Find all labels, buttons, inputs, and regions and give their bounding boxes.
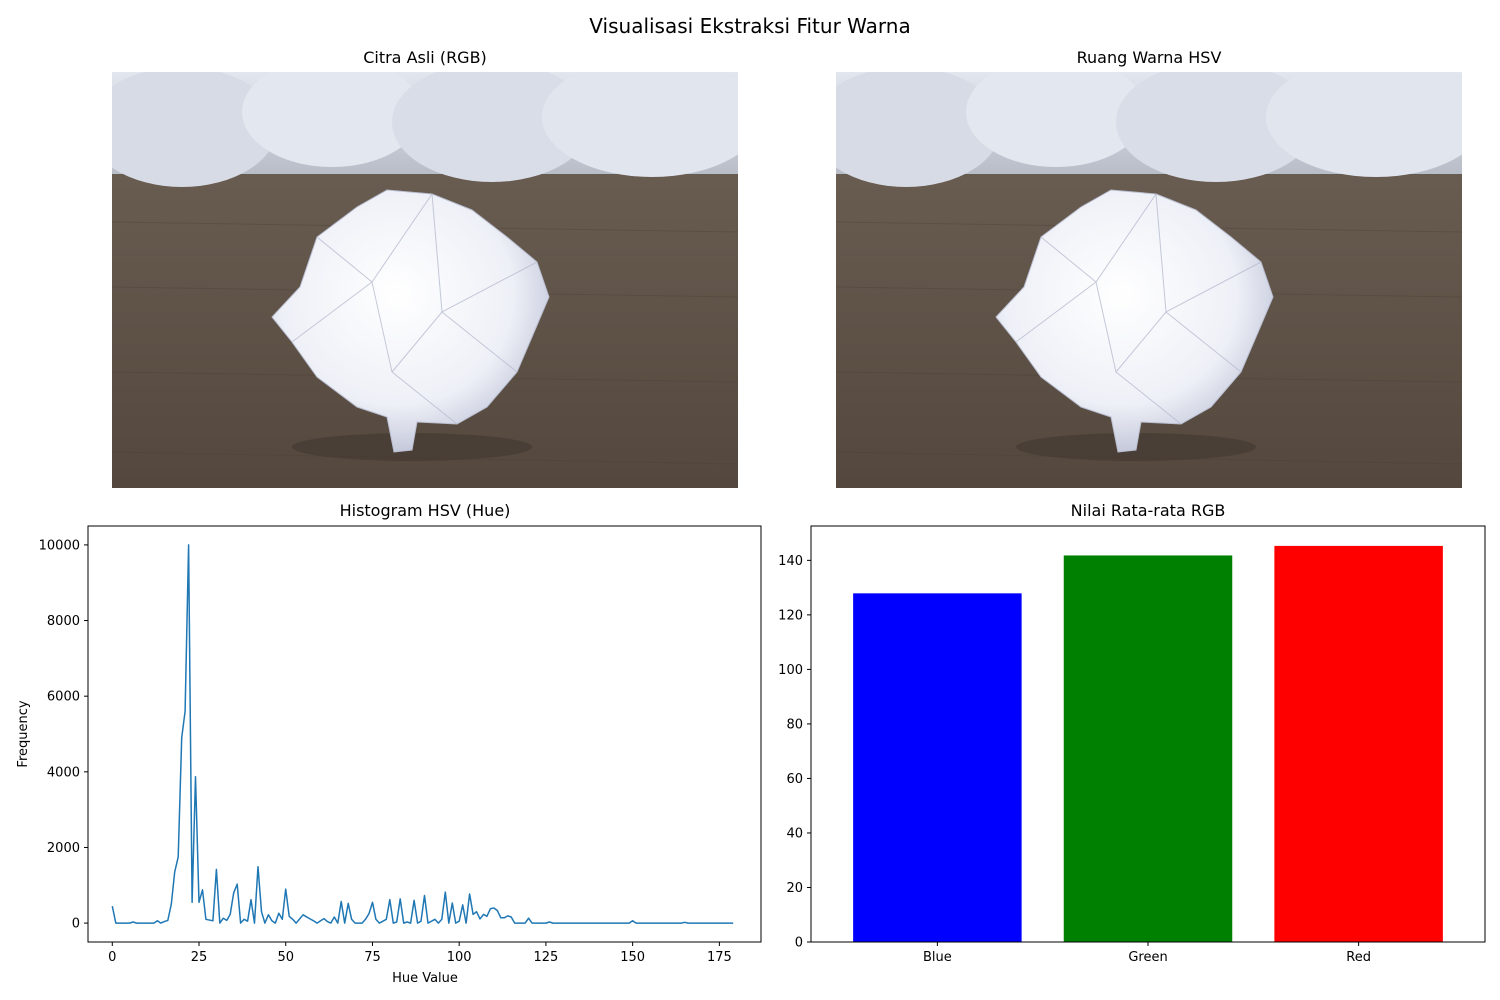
hue-xtick-label: 0 xyxy=(108,950,116,965)
bar-ytick-label: 40 xyxy=(786,826,803,841)
rgb-image xyxy=(112,72,738,488)
hue-histogram-ylabel: Frequency xyxy=(16,700,31,767)
bar-green xyxy=(1063,555,1233,942)
bar-category-label: Green xyxy=(1128,950,1167,965)
hue-xtick-label: 175 xyxy=(707,950,732,965)
bar-ytick-label: 140 xyxy=(778,554,803,569)
hue-histogram-frame xyxy=(87,525,762,943)
hue-xtick-label: 100 xyxy=(447,950,472,965)
hue-histogram-title: Histogram HSV (Hue) xyxy=(340,501,511,520)
hue-ytick-label: 4000 xyxy=(47,765,80,780)
bar-category-label: Red xyxy=(1346,950,1371,965)
hue-xtick-label: 125 xyxy=(534,950,559,965)
bar-blue xyxy=(853,593,1022,942)
hue-histogram-line xyxy=(111,544,734,924)
hue-xtick-label: 150 xyxy=(620,950,645,965)
hue-histogram-xlabel: Hue Value xyxy=(392,971,458,986)
rgb-mean-frame xyxy=(810,525,1486,943)
bar-ytick-label: 80 xyxy=(786,717,803,732)
hsv-image xyxy=(836,72,1462,488)
hue-ytick-label: 0 xyxy=(72,917,80,932)
hue-xtick-label: 25 xyxy=(191,950,208,965)
bar-ytick-label: 120 xyxy=(778,608,803,623)
hue-histogram-chart: Histogram HSV (Hue) Hue Value Frequency … xyxy=(16,501,762,986)
hue-ytick-label: 2000 xyxy=(47,841,80,856)
hue-xtick-label: 75 xyxy=(364,950,381,965)
figure-title: Visualisasi Ekstraksi Fitur Warna xyxy=(589,14,911,38)
rgb-mean-bar-chart: Nilai Rata-rata RGB Blue Green Red 0 20 40 60 8… xyxy=(778,501,1486,965)
bar-category-label: Blue xyxy=(923,950,952,965)
hue-ytick-label: 6000 xyxy=(47,690,80,705)
hue-xtick-label: 50 xyxy=(277,950,294,965)
rgb-panel-title: Citra Asli (RGB) xyxy=(363,48,487,67)
bar-red xyxy=(1274,545,1443,942)
bar-ytick-label: 20 xyxy=(786,881,803,896)
bar-ytick-label: 0 xyxy=(795,936,803,951)
bar-ytick-label: 100 xyxy=(778,663,803,678)
hue-ytick-label: 8000 xyxy=(47,614,80,629)
rgb-mean-title: Nilai Rata-rata RGB xyxy=(1071,501,1226,520)
hue-ytick-label: 10000 xyxy=(39,538,80,553)
hsv-panel-title: Ruang Warna HSV xyxy=(1076,48,1222,67)
bar-ytick-label: 60 xyxy=(786,772,803,787)
